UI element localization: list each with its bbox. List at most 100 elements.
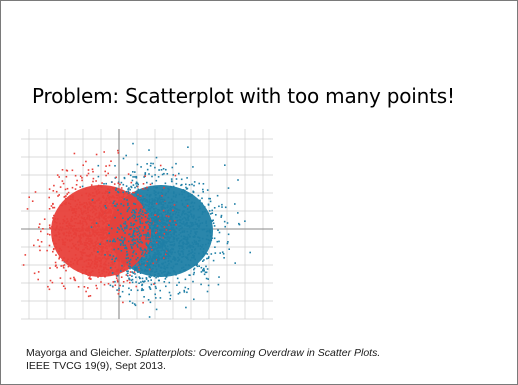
series-b-point [163, 253, 166, 255]
series-a-point [115, 206, 117, 209]
series-b-point [180, 260, 183, 263]
series-b-point [159, 219, 162, 221]
series-a-point [93, 224, 96, 227]
series-a-point [97, 257, 99, 259]
series-a-point [101, 240, 103, 243]
series-a-point [109, 255, 111, 257]
series-b-point [206, 268, 209, 270]
series-b-point [161, 222, 164, 224]
series-b-point [173, 238, 176, 240]
series-a-point [85, 234, 87, 236]
series-b-point [150, 206, 153, 208]
series-b-point [138, 270, 141, 273]
series-a-point [104, 170, 106, 173]
series-a-point [123, 213, 125, 215]
series-b-point [105, 207, 107, 209]
series-b-point [124, 244, 127, 247]
series-b-point [125, 257, 128, 260]
series-a-point [186, 205, 189, 207]
series-a-point [127, 191, 130, 193]
series-a-point [48, 244, 51, 247]
series-b-point [166, 212, 169, 215]
series-a-point [82, 164, 84, 166]
series-b-point [105, 182, 107, 185]
series-b-point [149, 202, 152, 204]
series-a-point [95, 243, 97, 246]
series-a-point [89, 215, 91, 217]
series-a-point [99, 220, 101, 223]
series-a-point [63, 241, 65, 244]
series-b-point [128, 233, 131, 235]
series-b-point [202, 191, 204, 193]
series-b-point [203, 253, 205, 255]
series-a-point [70, 206, 72, 208]
series-a-point [134, 205, 137, 207]
series-a-point [103, 222, 105, 224]
series-a-point [97, 276, 99, 278]
series-b-point [140, 166, 142, 168]
series-a-point [79, 175, 82, 177]
series-a-point [114, 232, 117, 235]
series-a-point [67, 258, 69, 261]
series-b-point [160, 258, 163, 260]
series-a-point [73, 228, 75, 230]
series-b-point [136, 244, 138, 246]
series-b-point [176, 219, 179, 222]
series-b-point [197, 245, 199, 247]
series-a-point [34, 191, 37, 193]
series-b-point [156, 221, 159, 224]
series-a-point [137, 230, 139, 232]
series-b-point [141, 217, 143, 219]
series-a-point [108, 211, 110, 214]
series-a-point [89, 204, 92, 206]
series-b-point [217, 283, 220, 286]
series-b-point [135, 266, 137, 269]
series-b-point [159, 195, 161, 197]
series-b-point [217, 229, 219, 231]
series-a-point [107, 269, 110, 271]
series-b-point [170, 261, 173, 263]
series-b-point [188, 215, 190, 217]
series-b-point [159, 242, 162, 245]
series-a-point [134, 240, 137, 243]
series-b-point [204, 271, 207, 274]
series-a-point [39, 249, 41, 252]
series-a-point [53, 206, 56, 209]
series-b-point [209, 219, 212, 222]
series-a-point [107, 208, 109, 210]
series-b-point [122, 183, 125, 186]
series-b-point [190, 230, 192, 232]
series-a-point [112, 281, 115, 283]
series-a-point [108, 226, 111, 228]
series-b-point [188, 252, 191, 255]
series-b-point [164, 222, 166, 224]
series-b-point [134, 273, 136, 275]
series-a-point [93, 222, 95, 225]
series-a-point [130, 207, 132, 209]
series-b-point [148, 149, 150, 151]
series-a-point [111, 248, 114, 251]
series-b-point [193, 184, 195, 187]
series-a-point [101, 249, 104, 251]
series-b-point [208, 197, 210, 200]
series-b-point [172, 265, 175, 268]
series-b-point [221, 203, 223, 206]
series-a-point [116, 212, 119, 214]
series-b-point [170, 252, 173, 255]
series-b-point [181, 212, 184, 215]
series-b-point [139, 277, 141, 280]
series-a-point [86, 242, 88, 244]
series-b-point [186, 203, 189, 205]
series-a-point [119, 233, 122, 236]
series-b-point [190, 202, 193, 204]
series-b-point [147, 223, 150, 226]
series-a-point [42, 228, 44, 230]
series-a-point [106, 223, 109, 225]
series-a-point [106, 257, 108, 260]
series-a-point [137, 207, 139, 209]
series-b-point [135, 181, 138, 184]
series-a-point [105, 165, 107, 167]
series-b-point [164, 270, 166, 273]
series-b-point [172, 238, 175, 241]
series-a-point [87, 262, 90, 264]
